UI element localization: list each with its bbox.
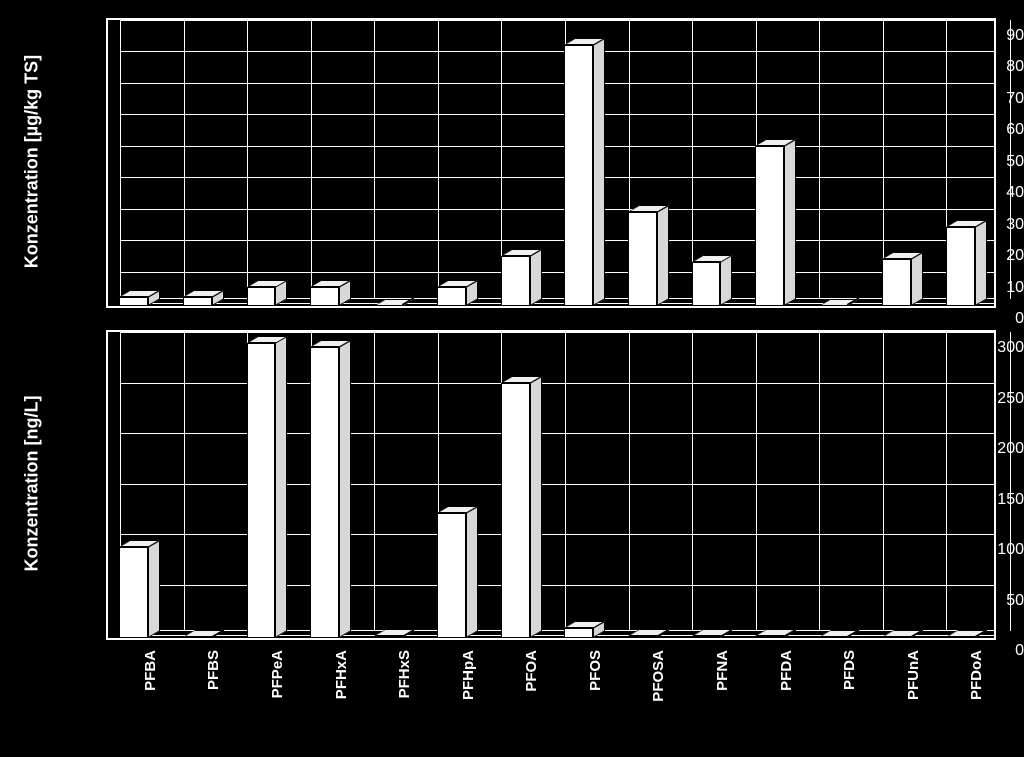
bar <box>564 38 593 306</box>
x-tick-label: PFBS <box>205 650 222 690</box>
bar <box>882 252 911 306</box>
x-tick-label: PFOA <box>523 650 540 692</box>
y-tick-label: 10 <box>930 279 1024 297</box>
y-tick-label: 0 <box>930 310 1024 328</box>
y-tick-label: 40 <box>930 184 1024 202</box>
y-tick-label: 300 <box>930 339 1024 357</box>
y-tick-label: 150 <box>930 491 1024 509</box>
y-tick-label: 50 <box>930 592 1024 610</box>
y-tick-label: 250 <box>930 390 1024 408</box>
y-tick-label: 100 <box>930 541 1024 559</box>
x-tick-label: PFOS <box>587 650 604 691</box>
chart-plot-area <box>106 330 996 640</box>
y-tick-label: 50 <box>930 153 1024 171</box>
x-tick-label: PFHxA <box>333 650 350 699</box>
y-axis-label: Konzentration [µg/kg TS] <box>22 17 43 307</box>
x-tick-label: PFPeA <box>269 650 286 698</box>
x-tick-label: PFUnA <box>905 650 922 700</box>
bar <box>310 280 339 306</box>
bar <box>755 139 784 306</box>
y-tick-label: 90 <box>930 27 1024 45</box>
y-tick-label: 20 <box>930 247 1024 265</box>
bar <box>564 621 593 638</box>
bar <box>628 629 657 638</box>
y-tick-label: 70 <box>930 90 1024 108</box>
y-tick-label: 80 <box>930 58 1024 76</box>
bar <box>628 205 657 306</box>
bar <box>501 376 530 638</box>
bar <box>183 290 212 306</box>
bar <box>501 249 530 306</box>
x-tick-label: PFBA <box>142 650 159 691</box>
x-tick-label: PFDS <box>841 650 858 690</box>
bar <box>310 340 339 638</box>
bar <box>374 299 403 306</box>
x-tick-label: PFHpA <box>460 650 477 700</box>
bar <box>882 630 911 638</box>
bar <box>819 299 848 306</box>
bar <box>247 336 276 638</box>
y-tick-label: 60 <box>930 121 1024 139</box>
bar <box>692 629 721 638</box>
bar <box>946 630 975 638</box>
bar <box>119 540 148 638</box>
bar <box>374 629 403 638</box>
y-tick-label: 200 <box>930 440 1024 458</box>
x-tick-label: PFNA <box>714 650 731 691</box>
bar <box>437 280 466 306</box>
y-axis-label: Konzentration [ng/L] <box>22 329 43 639</box>
y-tick-label: 30 <box>930 216 1024 234</box>
x-tick-label: PFOSA <box>650 650 667 702</box>
bar <box>183 630 212 638</box>
bar <box>247 280 276 306</box>
bar <box>437 506 466 638</box>
bar <box>119 290 148 306</box>
bar <box>755 629 784 638</box>
chart-plot-area <box>106 18 996 308</box>
x-tick-label: PFHxS <box>396 650 413 698</box>
bar <box>819 630 848 638</box>
x-tick-label: PFDoA <box>968 650 985 700</box>
bar <box>692 255 721 306</box>
x-tick-label: PFDA <box>778 650 795 691</box>
